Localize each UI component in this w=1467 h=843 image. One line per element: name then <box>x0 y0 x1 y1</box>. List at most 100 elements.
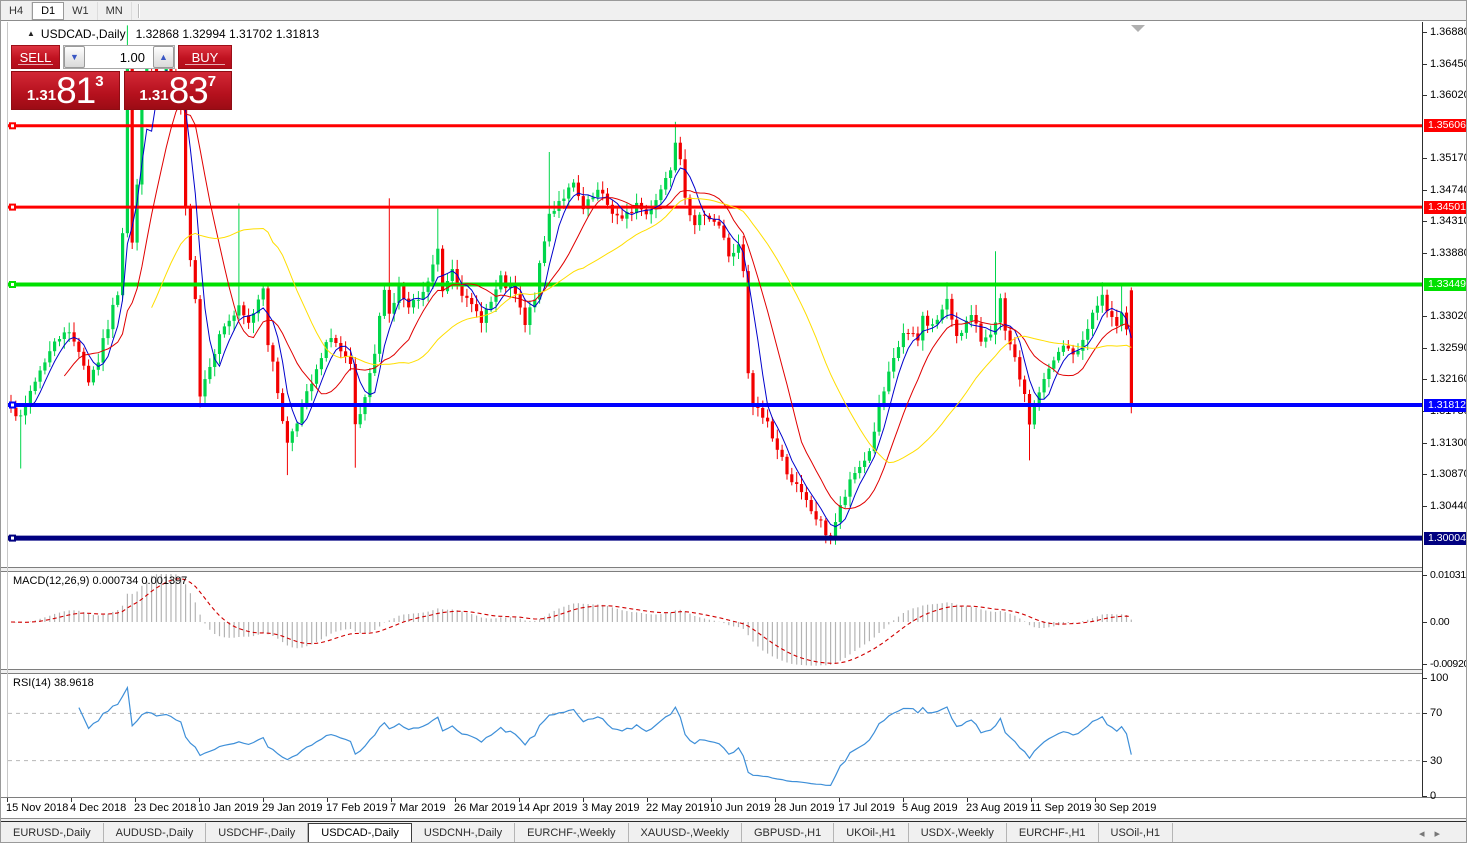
date-tick <box>775 798 776 802</box>
price-axis-label: 1.33880 <box>1430 246 1467 259</box>
chart-title: ▲ USDCAD-,Daily 1.32868 1.32994 1.31702 1.… <box>27 27 319 41</box>
price-level-tag[interactable]: 1.35606 <box>1424 119 1466 133</box>
price-level-tag[interactable]: 1.33449 <box>1424 278 1466 292</box>
price-tick <box>1423 157 1427 159</box>
tabs-scroll-left-icon[interactable]: ◂ <box>1418 828 1435 840</box>
date-axis-label: 3 May 2019 <box>582 802 640 814</box>
price-level-tag[interactable]: 1.30004 <box>1424 531 1466 545</box>
date-axis-label: 15 Nov 2018 <box>6 802 69 814</box>
price-tick <box>1423 63 1427 65</box>
sell-price-display[interactable]: 1.31 81 3 <box>11 71 120 110</box>
tab-usdx-weekly[interactable]: USDX-,Weekly <box>909 823 1007 842</box>
price-tick <box>1423 622 1427 624</box>
date-axis-label: 10 Jun 2019 <box>710 802 771 814</box>
date-tick <box>199 798 200 802</box>
main-chart-panel[interactable] <box>8 22 1422 567</box>
date-axis-label: 29 Jan 2019 <box>262 802 323 814</box>
price-axis-label: 100 <box>1430 672 1449 684</box>
macd-panel[interactable] <box>8 572 1422 669</box>
date-axis-label: 22 May 2019 <box>646 802 710 814</box>
chart-left-border <box>7 22 8 797</box>
timeframe-button-d1[interactable]: D1 <box>32 2 65 20</box>
price-tick <box>1423 760 1427 762</box>
timeframe-button-h4[interactable]: H4 <box>1 2 33 20</box>
timeframe-button-mn[interactable]: MN <box>98 2 132 20</box>
price-tick <box>1423 575 1427 576</box>
price-tick <box>1423 316 1427 318</box>
tab-gbpusd-h1[interactable]: GBPUSD-,H1 <box>742 823 835 842</box>
price-axis-label: 0.00 <box>1430 616 1450 629</box>
axis-divider <box>1 797 1466 798</box>
price-axis-label: 1.32160 <box>1430 373 1467 386</box>
tab-usdcnh-daily[interactable]: USDCNH-,Daily <box>412 823 516 842</box>
trendline-handle-dot <box>11 124 14 128</box>
date-tick <box>71 798 72 802</box>
buy-button[interactable]: BUY <box>178 45 232 69</box>
moving-average-line <box>30 69 1132 528</box>
volume-input[interactable] <box>85 46 153 68</box>
tab-eurchf-h1[interactable]: EURCHF-,H1 <box>1007 823 1099 842</box>
price-axis-label: 1.33020 <box>1430 310 1467 323</box>
price-tick <box>1423 379 1427 381</box>
price-axis[interactable]: 1.36880 1.36450 1.36020 1.35170 1.34740 1.343… <box>1422 22 1467 802</box>
price-level-tag[interactable]: 1.31812 <box>1424 398 1466 412</box>
tab-eurchf-weekly[interactable]: EURCHF-,Weekly <box>515 823 629 842</box>
panel-splitter[interactable] <box>1 567 1466 572</box>
date-axis-label: 23 Aug 2019 <box>966 802 1028 814</box>
rsi-value: 38.9618 <box>53 677 94 689</box>
date-axis-label: 17 Feb 2019 <box>326 802 388 814</box>
main-chart-canvas[interactable] <box>8 22 1422 567</box>
rsi-line <box>78 685 1132 787</box>
rsi-panel[interactable] <box>8 674 1422 797</box>
panel-splitter[interactable] <box>1 669 1466 674</box>
price-axis-label: 1.31300 <box>1430 436 1467 449</box>
date-axis-label: 26 Mar 2019 <box>454 802 516 814</box>
volume-increase-button[interactable]: ▲ <box>153 46 174 68</box>
price-tick <box>1423 796 1427 797</box>
tabs-scroll-right-icon[interactable]: ▸ <box>1434 828 1450 840</box>
sell-button[interactable]: SELL <box>11 45 60 69</box>
tab-usdcad-daily[interactable]: USDCAD-,Daily <box>308 823 412 842</box>
price-axis-label: 1.32590 <box>1430 341 1467 354</box>
buy-price-pip: 7 <box>207 73 217 90</box>
price-tick <box>1423 506 1427 507</box>
price-tick <box>1423 474 1427 476</box>
tab-usdchf-daily[interactable]: USDCHF-,Daily <box>206 823 309 842</box>
tab-ukoil-h1[interactable]: UKOil-,H1 <box>834 823 909 842</box>
price-axis-label: 30 <box>1430 754 1443 767</box>
price-tick <box>1423 713 1427 715</box>
price-axis-label: -0.009203 <box>1430 658 1466 670</box>
tab-audusd-daily[interactable]: AUDUSD-,Daily <box>104 823 207 842</box>
tab-usoil-h1[interactable]: USOil-,H1 <box>1099 823 1174 842</box>
buy-price-display[interactable]: 1.31 83 7 <box>123 71 232 110</box>
price-level-tag[interactable]: 1.34501 <box>1424 200 1466 214</box>
date-tick <box>583 798 584 802</box>
price-tick <box>1423 664 1427 665</box>
chart-shift-marker-icon[interactable] <box>1131 25 1145 32</box>
timeframe-button-w1[interactable]: W1 <box>64 2 98 20</box>
sell-price-prefix: 1.31 <box>26 87 57 104</box>
price-tick <box>1423 411 1427 413</box>
volume-decrease-button[interactable]: ▼ <box>64 46 85 68</box>
date-tick <box>327 798 328 802</box>
date-tick <box>391 798 392 802</box>
toolbar-separator <box>137 4 140 18</box>
date-axis[interactable]: 15 Nov 2018 4 Dec 2018 23 Dec 2018 10 Jan 2… <box>1 798 1466 818</box>
macd-histogram <box>10 574 1132 666</box>
price-axis-label: 0 <box>1430 790 1437 802</box>
tab-xauusd-weekly[interactable]: XAUUSD-,Weekly <box>629 823 742 842</box>
date-tick <box>647 798 648 802</box>
date-tick <box>1095 798 1096 802</box>
buy-price-prefix: 1.31 <box>139 87 169 104</box>
date-tick <box>839 798 840 802</box>
date-tick <box>1031 798 1032 802</box>
collapse-panel-icon[interactable]: ▲ <box>27 29 35 38</box>
price-tick <box>1423 252 1427 254</box>
date-tick <box>7 798 8 802</box>
date-axis-label: 5 Aug 2019 <box>902 802 958 814</box>
tab-eurusd-daily[interactable]: EURUSD-,Daily <box>1 823 104 842</box>
date-tick <box>455 798 456 802</box>
price-tick <box>1423 189 1427 191</box>
volume-stepper: ▼ ▲ <box>63 45 175 69</box>
